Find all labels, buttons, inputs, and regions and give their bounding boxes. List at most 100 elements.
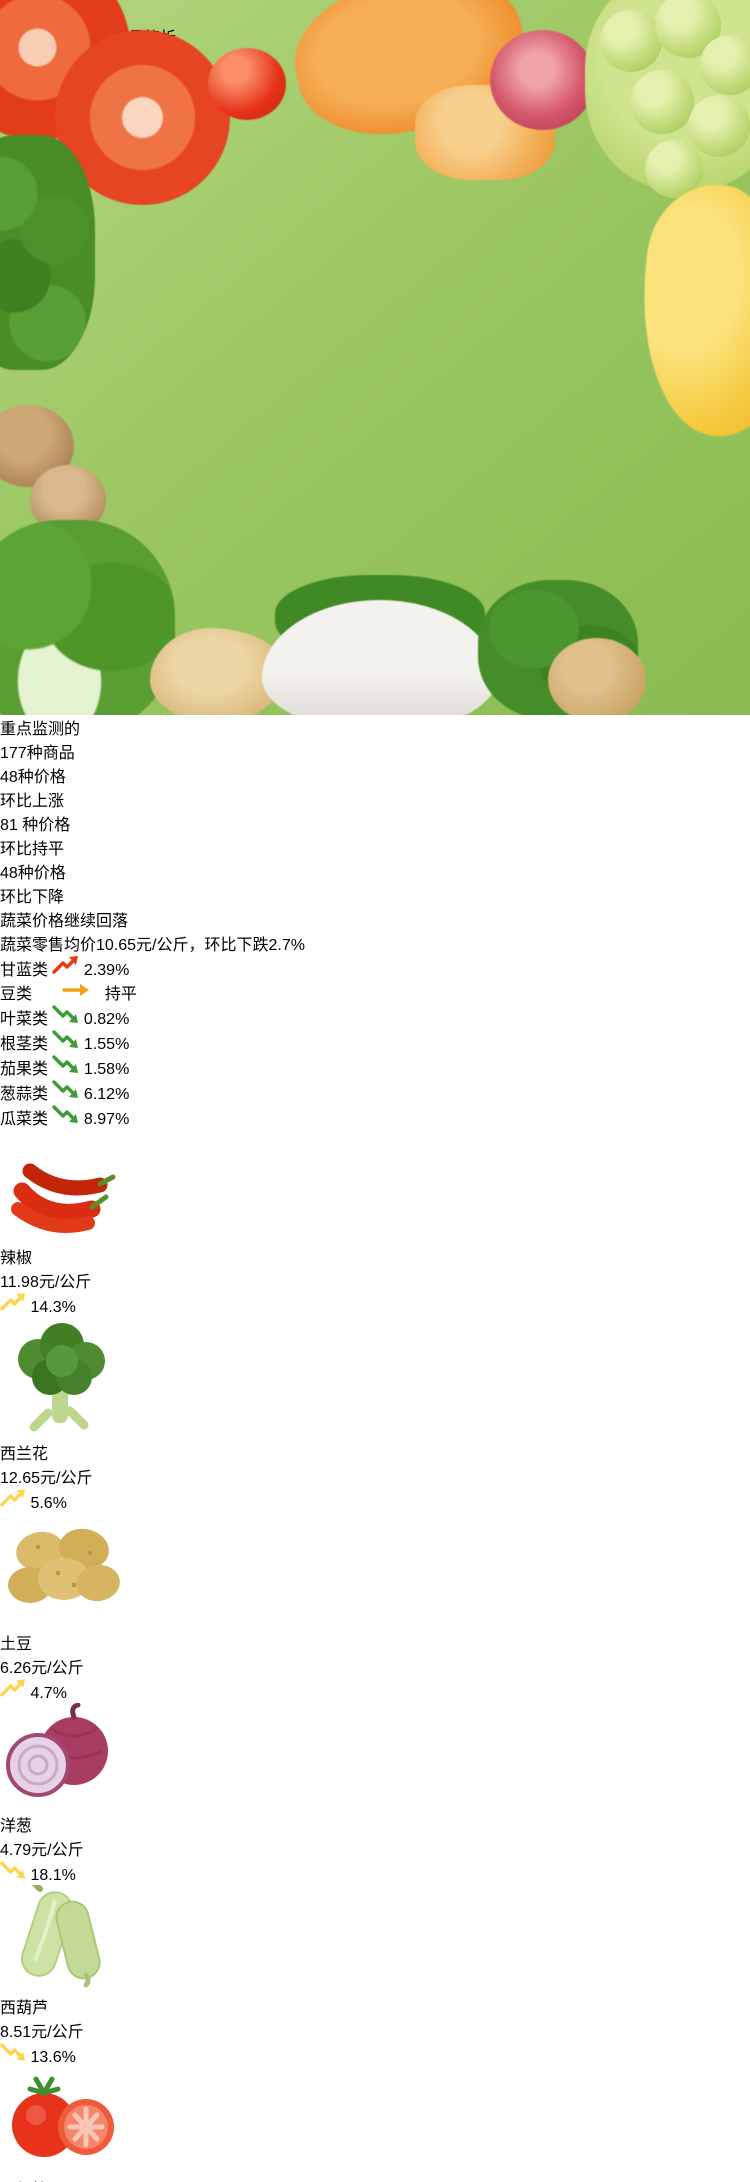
- change-badge-down: 18.1%: [0, 1860, 750, 1885]
- pie-label-flat: 81 种价格: [0, 811, 750, 835]
- pie-label-down: 48种价格: [0, 859, 750, 883]
- change-value: 14.3%: [30, 1299, 76, 1316]
- category-cell: 根茎类 1.55%: [0, 1029, 750, 1054]
- pie-up-unit: 种价格: [17, 769, 66, 786]
- vegetable-price-section: 蔬菜价格继续回落 蔬菜零售均价10.65元/公斤，环比下跌2.7% 甘蓝类: [0, 907, 750, 2182]
- white-bowl-photo: [262, 600, 497, 715]
- red-onion-photo: [490, 30, 595, 130]
- product-name: 西葫芦: [0, 2000, 49, 2017]
- product-card-chili: 辣椒 11.98元/公斤 14.3%: [0, 1129, 750, 1317]
- trend-up-icon: [0, 1293, 26, 1311]
- onion-image: [0, 1702, 750, 1812]
- grape: [700, 35, 750, 95]
- trend-down-icon: [52, 1055, 83, 1078]
- product-name: 土豆: [0, 1636, 33, 1653]
- summary-avg-price: 10.65元/公斤: [96, 937, 189, 954]
- pie-label-up-status: 环比上涨: [0, 793, 65, 810]
- trend-flat-icon: [62, 984, 94, 1003]
- tomato-image: [0, 2067, 750, 2176]
- table-row: 叶菜类 0.82% 根茎类 1.55%: [0, 1004, 750, 1054]
- product-card-zucchini: 西葫芦 8.51元/公斤 13.6%: [0, 1880, 750, 2067]
- category-name: 瓜菜类: [0, 1111, 49, 1128]
- change-badge-up: 14.3%: [0, 1292, 750, 1317]
- broccoli-image: [0, 1317, 750, 1440]
- change-value: 4.7%: [30, 1685, 67, 1702]
- summary-trend: 下跌2.7%: [236, 937, 306, 954]
- pie-label-up: 48种价格: [0, 763, 750, 787]
- summary-prefix: 蔬菜零售均价: [0, 937, 97, 954]
- product-price: 11.98元/公斤: [0, 1274, 92, 1291]
- product-price-grid: 辣椒 11.98元/公斤 14.3%: [0, 1129, 750, 2182]
- banana-photo: [623, 175, 750, 445]
- category-name: 葱蒜类: [0, 1086, 49, 1103]
- category-name: 根茎类: [0, 1036, 49, 1053]
- product-price: 6.26元/公斤: [0, 1660, 84, 1677]
- price-change-pie-chart: 48种价格 环比上涨 81 种价格 环比持平 48种价格 环比下降: [0, 763, 750, 907]
- category-cell: 豆类 持平: [0, 980, 750, 1004]
- potato-photo: [548, 638, 646, 715]
- bokchoy-photo: [0, 520, 175, 715]
- pie-down-unit: 种价格: [17, 865, 66, 882]
- change-value: 18.1%: [30, 1867, 76, 1884]
- category-name: 甘蓝类: [0, 962, 49, 979]
- category-cell: 茄果类 1.58%: [0, 1054, 750, 1079]
- pie-chart-section: 重点监测的 177种商品 48种价格 环比上涨 81 种价格 环比持平 48种价…: [0, 715, 750, 907]
- category-value: 0.82%: [83, 1011, 130, 1028]
- category-cell: 葱蒜类 6.12%: [0, 1079, 750, 1104]
- category-change-table: 甘蓝类 2.39% 豆类 持平 叶菜类: [0, 955, 750, 1129]
- category-name: 豆类: [0, 986, 33, 1003]
- trend-down-icon: [0, 2043, 26, 2061]
- trend-up-icon: [0, 1489, 26, 1507]
- monitored-goods-count-line: 177种商品: [0, 739, 750, 763]
- category-value: 1.55%: [83, 1036, 130, 1053]
- pie-down-count: 48: [0, 865, 18, 882]
- trend-down-icon: [52, 1030, 83, 1053]
- category-value: 8.97%: [83, 1111, 130, 1128]
- product-price: 4.79元/公斤: [0, 1842, 84, 1859]
- product-card-tomato: 西红柿 10.31元/公斤 11.6%: [0, 2067, 750, 2182]
- chili-image: [0, 1129, 750, 1244]
- category-name: 叶菜类: [0, 1011, 49, 1028]
- change-value: 13.6%: [30, 2049, 76, 2066]
- table-row: 瓜菜类 8.97%: [0, 1104, 750, 1129]
- table-row: 甘蓝类 2.39% 豆类 持平: [0, 955, 750, 1004]
- cherry-tomato-photo: [208, 48, 286, 120]
- monitored-goods-unit: 种商品: [26, 745, 75, 762]
- pie-up-count: 48: [0, 769, 18, 786]
- pie-label-down-status: 环比下降: [0, 889, 65, 906]
- monitored-goods-label: 重点监测的: [0, 721, 81, 738]
- veg-price-summary: 蔬菜零售均价10.65元/公斤，环比下跌2.7%: [0, 931, 750, 955]
- trend-down-icon: [52, 1105, 83, 1128]
- change-badge-up: 5.6%: [0, 1488, 750, 1513]
- trend-up-icon: [52, 956, 83, 979]
- product-name: 西红柿: [0, 2176, 750, 2182]
- potato-image: [0, 1513, 750, 1630]
- product-price: 8.51元/公斤: [0, 2024, 84, 2041]
- pie-label-flat-status: 环比持平: [0, 841, 65, 858]
- trend-down-icon: [52, 1005, 83, 1028]
- product-name: 西兰花: [0, 1446, 49, 1463]
- broccoli-photo: [0, 135, 95, 370]
- change-value: 5.6%: [30, 1495, 67, 1512]
- grape: [600, 10, 662, 72]
- product-price: 12.65元/公斤: [0, 1470, 93, 1487]
- section-title-pill: 蔬菜价格继续回落: [0, 913, 129, 930]
- change-badge-down: 13.6%: [0, 2042, 750, 2067]
- monitored-goods-text: 重点监测的 177种商品: [0, 715, 750, 763]
- grape: [630, 70, 694, 134]
- category-value: 1.58%: [83, 1061, 130, 1078]
- trend-down-icon: [0, 1861, 26, 1879]
- category-cell: 瓜菜类 8.97%: [0, 1104, 750, 1129]
- table-row: 茄果类 1.58% 葱蒜类 6.12%: [0, 1054, 750, 1104]
- product-card-potato: 土豆 6.26元/公斤 4.7%: [0, 1513, 750, 1703]
- product-card-onion: 洋葱 4.79元/公斤 18.1%: [0, 1702, 750, 1885]
- hero-header: 2026年第 15 周 宁波城市生活必需品简析 2026年4月6日—4月12日 …: [0, 0, 750, 715]
- category-value: 2.39%: [83, 962, 130, 979]
- trend-down-icon: [52, 1080, 83, 1103]
- category-value: 持平: [104, 986, 137, 1003]
- zucchini-image: [0, 1880, 750, 1994]
- category-cell: 叶菜类 0.82%: [0, 1004, 750, 1029]
- product-card-broccoli: 西兰花 12.65元/公斤 5.6%: [0, 1317, 750, 1513]
- monitored-goods-count: 177: [0, 745, 27, 762]
